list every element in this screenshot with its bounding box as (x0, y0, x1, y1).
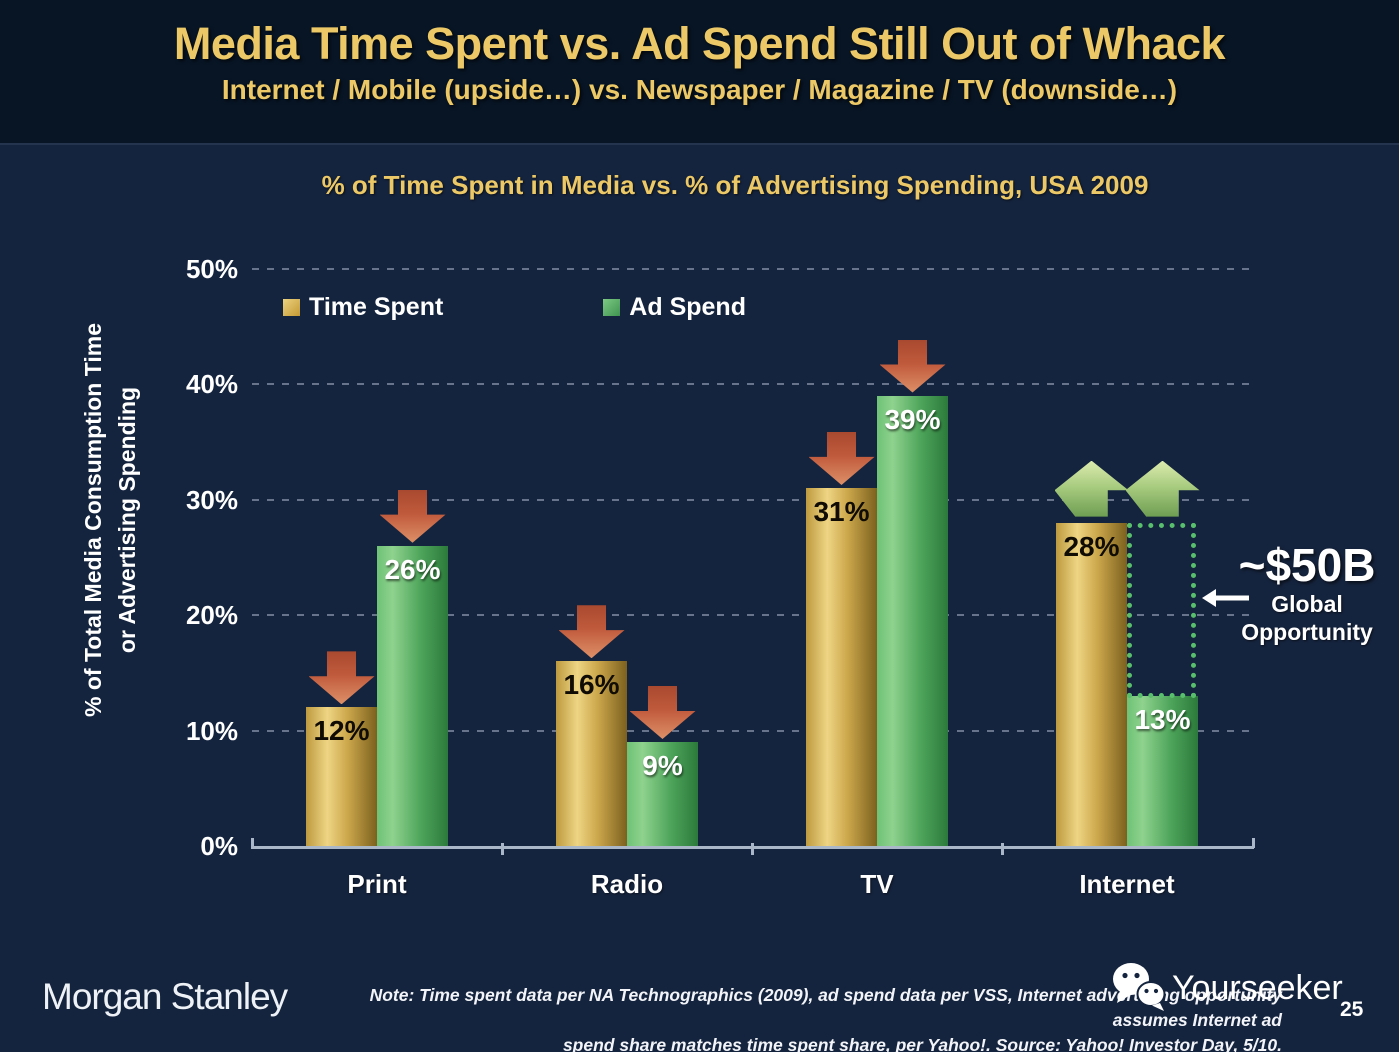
annotation-left-arrow-icon (1202, 587, 1250, 614)
watermark: Yourseeker (1108, 960, 1343, 1017)
bar-tv-time-spent (806, 487, 877, 846)
bar-print-time-spent (306, 707, 377, 846)
y-axis-label-line2: or Advertising Spending (114, 386, 140, 654)
chart-legend: Time Spent Ad Spend (283, 293, 746, 322)
legend-swatch-ad-spend (603, 299, 621, 316)
x-category-radio: Radio (590, 869, 664, 899)
y-tick-20%: 20% (185, 600, 238, 630)
x-axis-tick (1001, 843, 1004, 855)
bar-value-internet-time-spent: 28% (1063, 530, 1120, 562)
gridline-50% (252, 267, 1253, 270)
bar-radio-ad-spend (627, 742, 698, 846)
opportunity-headline: ~$50B (1238, 539, 1376, 591)
y-tick-0%: 0% (200, 831, 238, 861)
watermark-text: Yourseeker (1172, 969, 1343, 1007)
morgan-stanley-logo: Morgan Stanley (42, 976, 288, 1017)
wechat-icon (1108, 960, 1170, 1017)
opportunity-line1: Global (1271, 591, 1343, 617)
bar-internet-ad-spend (1127, 695, 1198, 846)
x-axis-tick (251, 838, 254, 848)
source-note-line2: spend share matches time spent share, pe… (562, 1035, 1282, 1052)
opportunity-line2: Opportunity (1241, 619, 1373, 645)
y-axis-label: % of Total Media Consumption Time or Adv… (76, 323, 144, 717)
y-axis-label-line1: % of Total Media Consumption Time (80, 323, 106, 717)
bar-value-print-ad-spend: 26% (384, 553, 441, 585)
gridline-10% (252, 729, 1253, 732)
slide-title: Media Time Spent vs. Ad Spend Still Out … (173, 18, 1226, 69)
page-number: 25 (1340, 998, 1364, 1021)
y-tick-10%: 10% (185, 715, 238, 746)
bar-internet-time-spent (1056, 522, 1127, 846)
opportunity-annotation: ~$50B Global Opportunity (1227, 540, 1387, 646)
bar-value-tv-time-spent: 31% (813, 495, 870, 527)
x-category-internet: Internet (1079, 869, 1175, 899)
source-note: Note: Time spent data per NA Technograph… (320, 983, 1282, 1052)
x-category-tv: TV (860, 869, 894, 899)
legend-label-ad-spend: Ad Spend (629, 293, 746, 321)
x-axis-tick (501, 843, 504, 855)
legend-label-time-spent: Time Spent (309, 293, 444, 321)
slide-subtitle: Internet / Mobile (upside…) vs. Newspape… (221, 74, 1178, 105)
bar-value-radio-ad-spend: 9% (642, 750, 683, 782)
opportunity-gap-rect (1127, 522, 1196, 698)
bar-value-tv-ad-spend: 39% (884, 403, 941, 435)
trend-arrow-up-internet-0 (1054, 460, 1129, 517)
bar-tv-ad-spend (877, 395, 948, 846)
y-tick-50%: 50% (185, 253, 238, 284)
chart-title: % of Time Spent in Media vs. % of Advert… (321, 170, 1149, 200)
trend-arrow-down-tv-0 (808, 431, 875, 485)
slide-header: Media Time Spent vs. Ad Spend Still Out … (0, 0, 1399, 145)
trend-arrow-down-print-0 (308, 651, 375, 705)
bar-value-print-time-spent: 12% (313, 715, 370, 747)
x-category-print: Print (347, 869, 407, 899)
legend-swatch-time-spent (283, 299, 300, 316)
bar-radio-time-spent (556, 661, 627, 846)
y-tick-30%: 30% (185, 484, 238, 515)
bar-value-internet-ad-spend: 13% (1134, 703, 1191, 735)
x-axis-tick (1252, 838, 1255, 848)
gridline-20% (252, 614, 1253, 616)
bar-value-radio-time-spent: 16% (563, 669, 620, 701)
y-tick-40%: 40% (185, 369, 238, 399)
gridline-30% (252, 498, 1253, 501)
trend-arrow-up-internet-1 (1125, 460, 1200, 517)
gridline-40% (252, 383, 1253, 385)
x-axis-tick (751, 843, 754, 855)
source-note-line1: Note: Time spent data per NA Technograph… (369, 985, 1282, 1030)
bar-print-ad-spend (377, 545, 448, 846)
